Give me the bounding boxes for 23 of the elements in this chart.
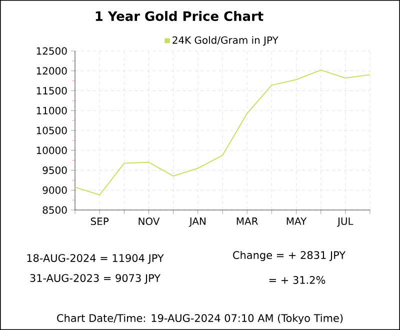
text: 18-AUG-2024 = 11904 JPY <box>27 254 164 264</box>
y-tick-label: 12500 <box>36 47 67 55</box>
y-tick-label: 8500 <box>42 206 67 214</box>
x-tick-label: JAN <box>188 218 206 227</box>
y-tick-label: 9000 <box>42 186 67 194</box>
legend-label: 24K Gold/Gram in JPY <box>172 36 278 46</box>
x-tick-label: MAR <box>236 218 258 225</box>
y-tick-label: 10000 <box>36 146 67 154</box>
text: Change = + 2831 JPY <box>233 250 346 262</box>
chart-title: 1 Year Gold Price Chart <box>96 10 264 22</box>
line-series <box>75 70 370 196</box>
text: = + 31.2% <box>269 276 326 284</box>
x-tick-label: MAY <box>286 218 307 225</box>
x-tick-label: NOV <box>138 218 160 226</box>
text: 31-AUG-2023 = 9073 JPY <box>30 274 161 284</box>
y-tick-label: 12000 <box>36 67 67 75</box>
y-tick-label: 10500 <box>36 126 67 134</box>
x-tick-label: SEP <box>90 218 109 226</box>
text: Chart Date/Time: 19-AUG-2024 07:10 AM (Tokyo Time) <box>57 314 343 324</box>
y-tick-label: 11000 <box>36 106 67 114</box>
y-tick-label: 9500 <box>42 166 67 174</box>
x-tick-label: JUL <box>337 218 354 227</box>
y-tick-label: 11500 <box>36 86 67 95</box>
